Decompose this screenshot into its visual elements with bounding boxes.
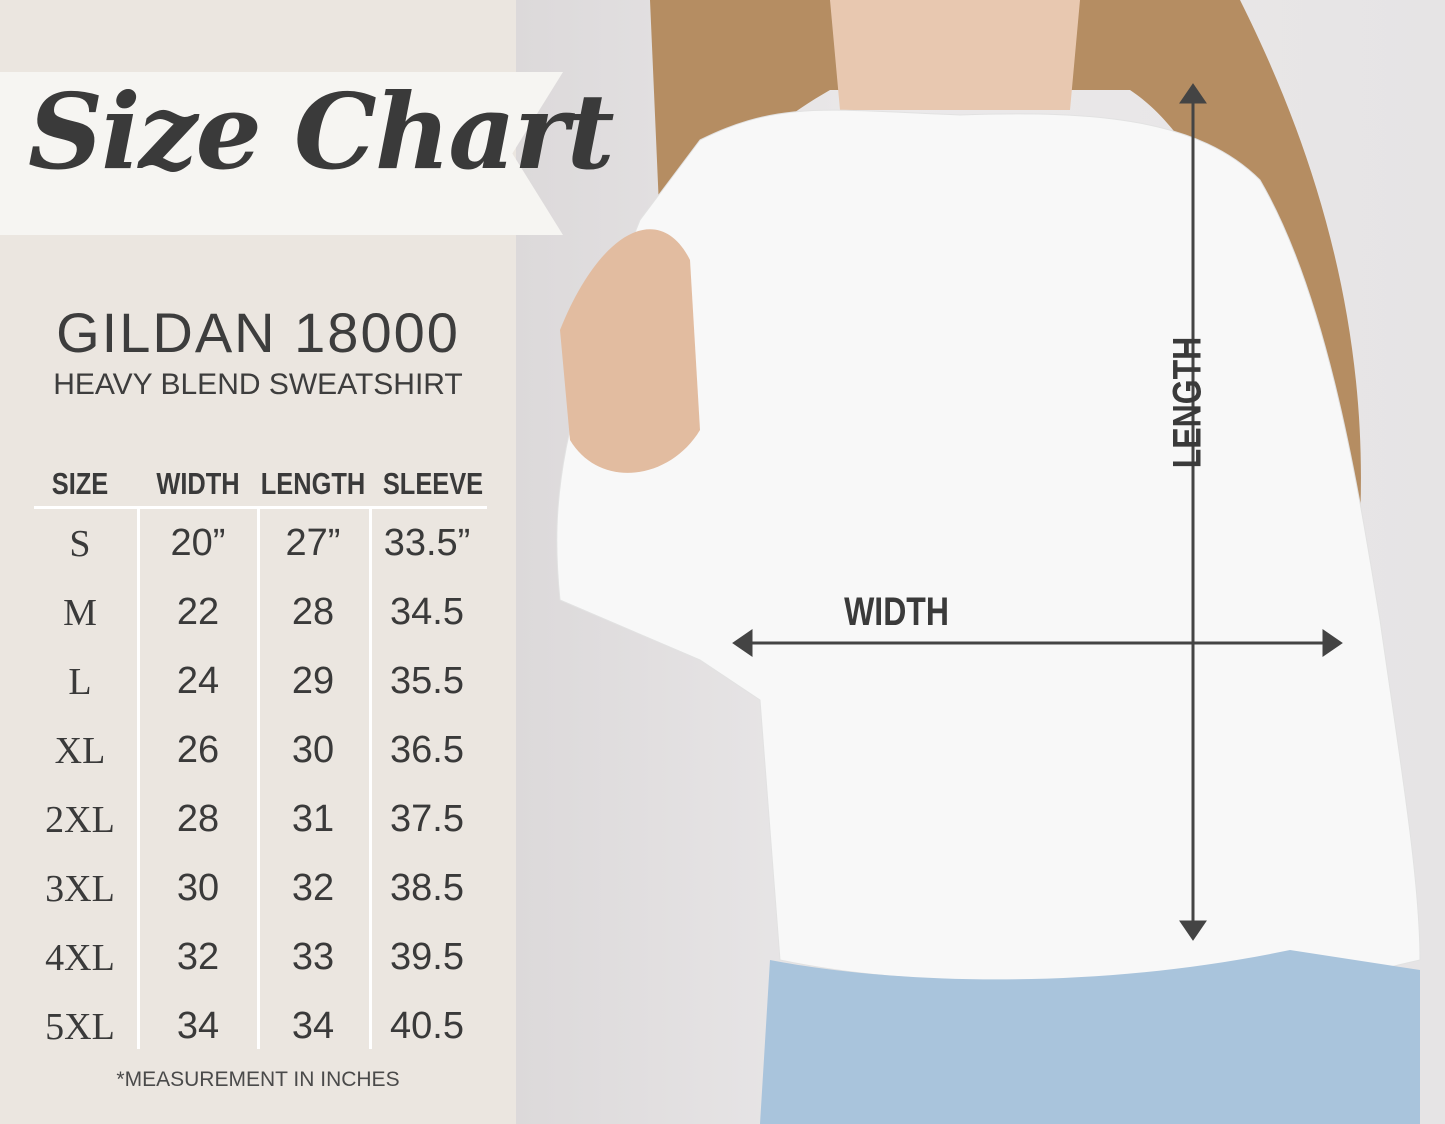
length-label: LENGTH <box>1165 336 1210 469</box>
header-width: WIDTH <box>156 466 240 501</box>
cell-length: 30 <box>291 729 335 771</box>
neck <box>830 0 1080 110</box>
column-divider <box>257 509 260 1049</box>
cell-length: 27” <box>285 522 341 564</box>
product-subtitle: HEAVY BLEND SWEATSHIRT <box>53 368 463 401</box>
cell-sleeve: 33.5” <box>383 522 471 564</box>
cell-length: 28 <box>291 591 335 633</box>
cell-sleeve: 40.5 <box>390 1005 464 1047</box>
cell-length: 32 <box>291 867 335 909</box>
sweatshirt-body <box>556 109 1421 991</box>
header-length: LENGTH <box>260 466 366 501</box>
model-photo: WIDTH LENGTH <box>516 0 1445 1124</box>
title-banner <box>0 72 563 235</box>
cell-size: 2XL <box>45 799 115 841</box>
brand-model: GILDAN 18000 <box>56 301 460 364</box>
cell-size: L <box>68 661 92 703</box>
cell-sleeve: 35.5 <box>390 660 464 702</box>
length-arrow <box>1179 83 1207 941</box>
cell-size: 3XL <box>45 868 115 910</box>
cell-size: 4XL <box>45 937 115 979</box>
cell-size: 5XL <box>45 1006 115 1048</box>
header-size: SIZE <box>51 466 109 501</box>
width-label: WIDTH <box>844 590 949 634</box>
cell-sleeve: 34.5 <box>390 591 464 633</box>
header-sleeve: SLEEVE <box>382 466 484 501</box>
cell-size: XL <box>54 730 106 772</box>
width-arrow <box>732 629 1343 657</box>
cell-length: 31 <box>291 798 335 840</box>
cell-size: M <box>63 592 97 634</box>
sweatshirt-illustration <box>556 0 1421 1124</box>
cell-width: 34 <box>176 1005 220 1047</box>
cell-width: 30 <box>176 867 220 909</box>
cell-length: 29 <box>291 660 335 702</box>
cell-size: S <box>69 523 91 565</box>
cell-length: 34 <box>291 1005 335 1047</box>
cell-sleeve: 36.5 <box>390 729 464 771</box>
cell-sleeve: 37.5 <box>390 798 464 840</box>
measurement-note: *MEASUREMENT IN INCHES <box>116 1068 400 1091</box>
cell-width: 24 <box>176 660 220 702</box>
cell-width: 26 <box>176 729 220 771</box>
cell-width: 28 <box>176 798 220 840</box>
column-divider <box>137 509 140 1049</box>
cell-length: 33 <box>291 936 335 978</box>
cell-width: 22 <box>176 591 220 633</box>
page-title: Size Chart <box>28 70 615 193</box>
cell-sleeve: 39.5 <box>390 936 464 978</box>
header-divider <box>34 506 487 509</box>
cell-width: 20” <box>170 522 226 564</box>
hand <box>560 229 700 473</box>
column-divider <box>369 509 372 1049</box>
cell-sleeve: 38.5 <box>390 867 464 909</box>
cell-width: 32 <box>176 936 220 978</box>
jeans <box>760 950 1420 1124</box>
